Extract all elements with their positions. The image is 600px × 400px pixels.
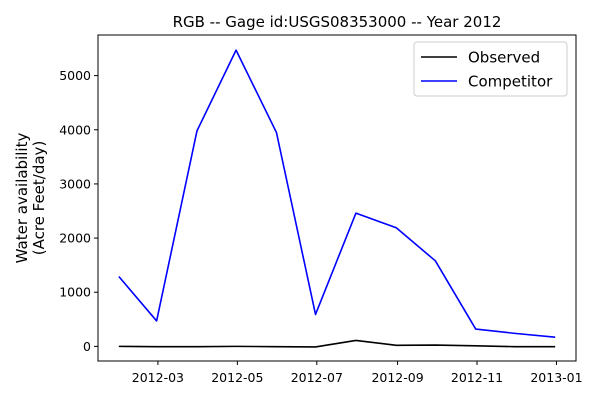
y-axis: 0 1000 2000 3000 4000 5000 [59, 68, 98, 354]
x-tick-label: 2012-03 [132, 370, 184, 385]
y-axis-label-line2: (Acre Feet/day) [30, 141, 48, 256]
x-tick-label: 2013-01 [530, 370, 582, 385]
y-tick-label: 2000 [59, 231, 91, 246]
x-tick-label: 2012-09 [371, 370, 423, 385]
x-tick-label: 2012-05 [211, 370, 263, 385]
y-tick-label: 3000 [59, 176, 91, 191]
y-tick-label: 1000 [59, 285, 91, 300]
legend: Observed Competitor [414, 42, 567, 96]
legend-label-observed: Observed [468, 49, 540, 67]
y-axis-label-line1: Water availability [13, 133, 31, 264]
x-tick-label: 2012-11 [451, 370, 503, 385]
y-tick-label: 5000 [59, 68, 91, 83]
x-tick-label: 2012-07 [291, 370, 343, 385]
x-axis: 2012-03 2012-05 2012-07 2012-09 2012-11 2013-… [132, 361, 583, 385]
y-tick-label: 4000 [59, 122, 91, 137]
y-axis-label: Water availability (Acre Feet/day) [13, 133, 48, 264]
y-tick-label: 0 [83, 339, 91, 354]
chart-title: RGB -- Gage id:USGS08353000 -- Year 2012 [173, 13, 502, 31]
series-line-observed [119, 340, 555, 347]
legend-label-competitor: Competitor [468, 73, 553, 91]
